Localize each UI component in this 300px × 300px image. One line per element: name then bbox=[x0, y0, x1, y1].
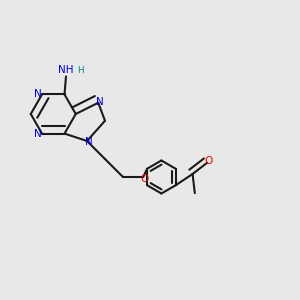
Text: N: N bbox=[85, 137, 92, 147]
Text: NH: NH bbox=[58, 65, 74, 75]
Text: N: N bbox=[34, 89, 42, 99]
Text: O: O bbox=[140, 174, 148, 184]
Text: N: N bbox=[34, 129, 42, 139]
Text: N: N bbox=[96, 97, 103, 107]
Text: O: O bbox=[205, 156, 213, 166]
Text: H: H bbox=[77, 66, 83, 75]
